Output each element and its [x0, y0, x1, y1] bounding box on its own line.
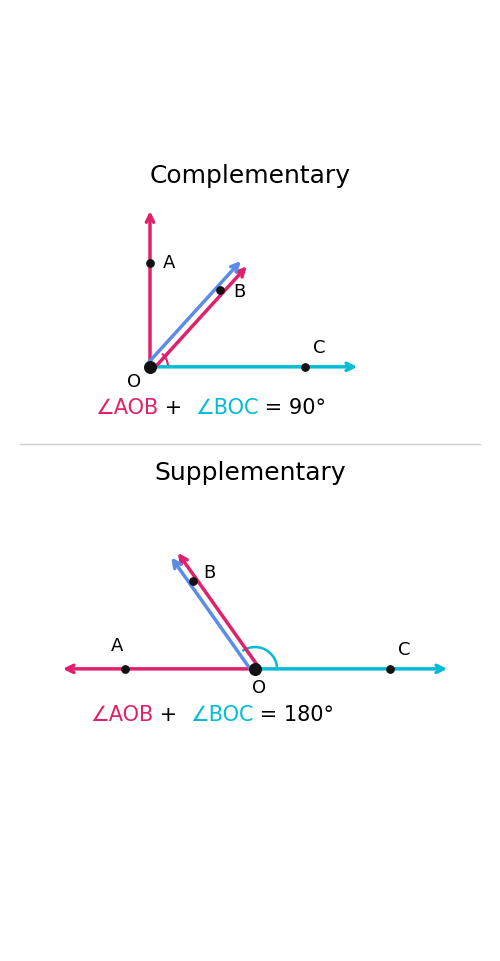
Text: B: B [234, 283, 245, 301]
Text: C: C [398, 641, 410, 659]
Text: A: A [163, 254, 175, 272]
Text: ∠BOC: ∠BOC [190, 705, 254, 726]
Point [146, 256, 154, 271]
Text: C: C [313, 339, 326, 357]
Text: ∠AOB + ∠BOC = 90°: ∠AOB + ∠BOC = 90° [242, 407, 258, 408]
Point [251, 661, 259, 677]
Text: omplementary angles: omplementary angles [90, 28, 410, 56]
Text: ∠AOB: ∠AOB [90, 705, 153, 726]
Text: O: O [127, 373, 141, 390]
Text: ∠AOB: ∠AOB [95, 399, 158, 418]
Point [189, 574, 197, 589]
Text: ∠BOC: ∠BOC [195, 399, 258, 418]
Text: = 90°: = 90° [258, 399, 326, 418]
Text: Supplementary: Supplementary [154, 461, 346, 485]
Text: Edit ›: Edit › [222, 102, 278, 122]
Text: Complementary: Complementary [150, 163, 350, 187]
Text: +: + [158, 399, 189, 418]
Text: A: A [111, 637, 123, 655]
Point [301, 359, 309, 375]
Text: B: B [203, 564, 215, 582]
Point [121, 661, 129, 677]
Point [386, 661, 394, 677]
Text: = 180°: = 180° [253, 705, 334, 726]
Point [146, 359, 154, 375]
Text: O: O [252, 678, 266, 697]
Text: +: + [153, 705, 184, 726]
Point [216, 282, 224, 297]
